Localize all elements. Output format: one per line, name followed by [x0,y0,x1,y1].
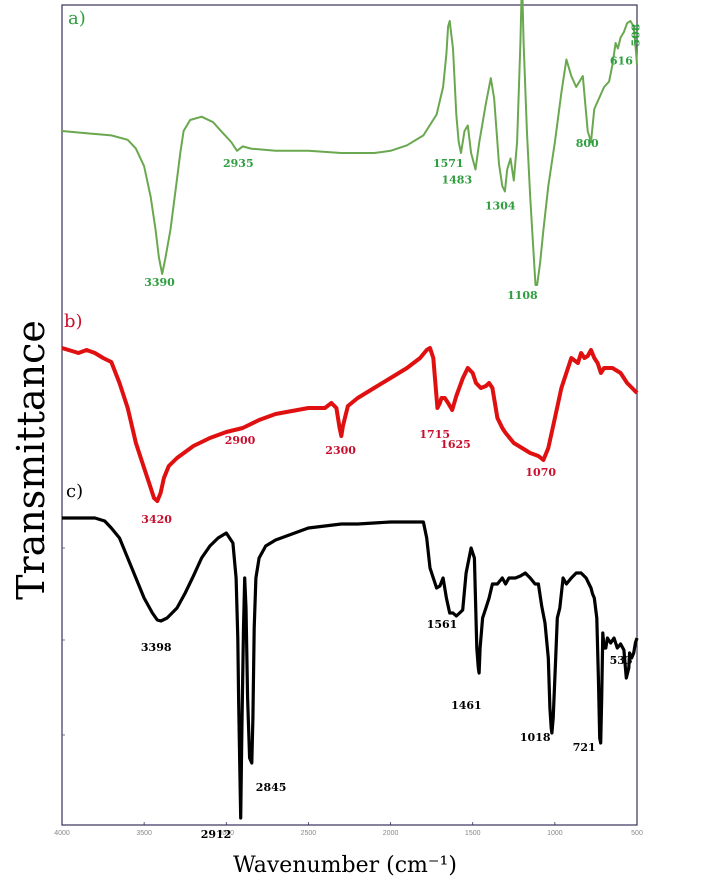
y-ticks [62,547,65,736]
panel-label: a) [68,8,86,29]
peak-label: 2935 [223,157,254,170]
x-tick-label: 1000 [547,830,563,837]
panel-label: c) [66,481,83,502]
peak-label: 1461 [451,699,482,712]
y-axis-label: Transmittance [9,320,53,600]
peak-label: 1483 [442,174,473,187]
peak-label: 1625 [440,438,471,451]
x-tick-label: 1500 [465,830,481,837]
peak-label: 2912 [201,828,232,841]
series-line-1 [61,0,638,286]
x-tick-label: 500 [631,830,643,837]
x-axis-label: Wavenumber (cm⁻¹) [233,853,457,878]
plot-frame [61,4,638,826]
series-line-3 [62,516,639,820]
peak-label: 3390 [144,276,175,289]
peak-label: 1070 [525,466,556,479]
peak-label: 2845 [256,781,287,794]
peak-label: 800 [576,137,599,150]
x-ticks: 4000 3500 3000 2500 2000 1500 1000 500 [54,822,643,837]
peak-label: 2900 [225,434,256,447]
peak-label: 1715 [419,428,450,441]
peak-label: 721 [573,741,596,754]
x-tick-label: 4000 [54,830,70,837]
peak-label: 1304 [485,200,516,213]
peak-label: 1108 [507,289,538,302]
peak-label: 2300 [325,444,356,457]
x-tick-label: 3500 [136,830,152,837]
peak-label: 616 [610,55,633,68]
peak-label: 1571 [433,157,464,170]
peak-label: 1018 [520,731,551,744]
series-line-2 [61,346,639,503]
panel-label: b) [64,311,83,332]
peak-label: 3398 [141,641,172,654]
series-group: a) 3390 2935 1571 1483 1304 1108 800 616 508 b) 342… [61,0,643,841]
x-tick-label: 3000 [218,830,234,837]
x-tick-label: 2500 [301,830,317,837]
peak-label: 533 [610,654,633,667]
peak-label: 3420 [141,513,172,526]
peak-label: 1561 [427,618,458,631]
x-tick-label: 2000 [383,830,399,837]
peak-label: 508 [630,23,643,46]
